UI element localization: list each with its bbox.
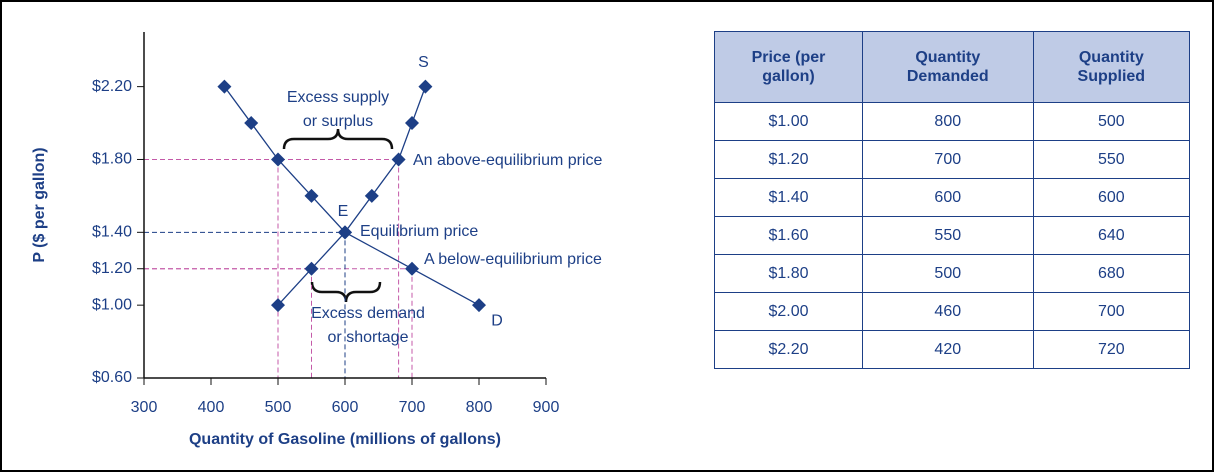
table-cell: $1.40 [714, 178, 863, 217]
header-cell: Price (per gallon) [714, 31, 863, 103]
y-tick-label: $1.80 [92, 151, 132, 168]
table-cell: 500 [861, 254, 1034, 293]
point [244, 116, 259, 131]
table-cell: $1.60 [714, 216, 863, 255]
header-cell: Quantity Supplied [1032, 31, 1191, 103]
annotation: Equilibrium price [360, 223, 478, 240]
point [391, 152, 406, 167]
point [338, 225, 352, 240]
shortage-brace [310, 281, 382, 303]
annotation: or surplus [303, 113, 373, 130]
y-tick-label: $0.60 [92, 369, 132, 386]
table-cell: 550 [861, 216, 1034, 255]
annotation: or shortage [328, 329, 409, 346]
table-row: $1.20 700 550 [714, 140, 1191, 179]
point [304, 261, 319, 276]
annotation: E [338, 203, 349, 220]
table-row: $2.20 420 720 [714, 330, 1191, 369]
series-label: D [491, 312, 503, 329]
annotation: Excess demand [311, 305, 425, 322]
table-cell: 680 [1032, 254, 1191, 293]
series-label: S [418, 54, 429, 71]
point [405, 261, 419, 276]
surplus-brace [282, 128, 394, 150]
table-row: $1.60 550 640 [714, 216, 1191, 255]
point [418, 79, 433, 94]
table-cell: 800 [861, 102, 1034, 141]
annotation: An above-equilibrium price [413, 152, 603, 169]
table-cell: 720 [1032, 330, 1191, 369]
table-row: $1.80 500 680 [714, 254, 1191, 293]
x-tick-label: 800 [466, 399, 493, 416]
table-body: $1.00 800 500 $1.20 700 550 $1.40 600 600 $1.60 55… [714, 102, 1191, 369]
y-tick-label: $1.20 [92, 260, 132, 277]
x-tick-label: 400 [198, 399, 225, 416]
point [304, 188, 319, 203]
y-tick-label: $2.20 [92, 78, 132, 95]
x-tick-label: 300 [131, 399, 158, 416]
table-cell: 700 [861, 140, 1034, 179]
point [405, 116, 419, 131]
table-row: $2.00 460 700 [714, 292, 1191, 331]
point [271, 152, 285, 167]
point [472, 298, 486, 313]
data-table: Price (per gallon) Quantity Demanded Quant… [714, 31, 1191, 369]
table-cell: 500 [1032, 102, 1191, 141]
x-tick-label: 700 [399, 399, 426, 416]
table-cell: $2.20 [714, 330, 863, 369]
table-cell: $1.80 [714, 254, 863, 293]
y-tick-label: $1.40 [92, 224, 132, 241]
table-cell: $2.00 [714, 292, 863, 331]
table-cell: $1.20 [714, 140, 863, 179]
x-axis-label: Quantity of Gasoline (millions of gallon… [189, 431, 501, 448]
table-cell: 600 [1032, 178, 1191, 217]
table-cell: 640 [1032, 216, 1191, 255]
annotation: Excess supply [287, 89, 389, 106]
header-row: Price (per gallon) Quantity Demanded Quant… [714, 31, 1191, 103]
point [364, 188, 379, 203]
table-row: $1.00 800 500 [714, 102, 1191, 141]
table-cell: $1.00 [714, 102, 863, 141]
y-tick-label: $1.00 [92, 296, 132, 313]
header-cell: Quantity Demanded [861, 31, 1034, 103]
table-cell: 460 [861, 292, 1034, 331]
x-tick-label: 500 [265, 399, 292, 416]
table-cell: 600 [861, 178, 1034, 217]
x-tick-label: 600 [332, 399, 359, 416]
table-cell: 700 [1032, 292, 1191, 331]
point [271, 298, 285, 313]
y-axis-label: P ($ per gallon) [31, 147, 48, 262]
table-cell: 550 [1032, 140, 1191, 179]
annotation: A below-equilibrium price [424, 251, 602, 268]
table-row: $1.40 600 600 [714, 178, 1191, 217]
x-tick-label: 900 [533, 399, 560, 416]
table-cell: 420 [861, 330, 1034, 369]
point [217, 79, 232, 94]
